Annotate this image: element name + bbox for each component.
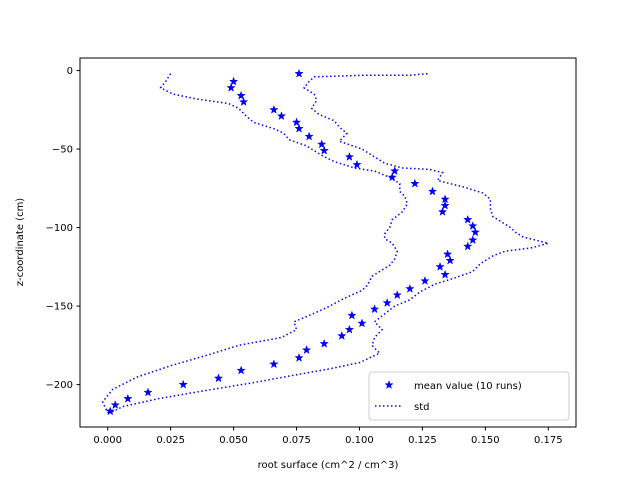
legend-label-mean: mean value (10 runs): [414, 381, 522, 392]
mean-point: [369, 304, 380, 314]
axes-frame: [79, 57, 577, 428]
legend-marker-mean: [384, 380, 394, 390]
mean-point: [445, 255, 455, 265]
mean-point: [105, 406, 115, 416]
mean-point: [392, 290, 402, 300]
mean-point: [463, 214, 473, 224]
mean-point: [178, 379, 188, 389]
legend-star-icon: [384, 380, 394, 390]
mean-point: [110, 400, 120, 410]
mean-point: [238, 97, 249, 106]
y-axis-title: z-coordinate (cm): [15, 198, 26, 287]
legend-box: [368, 371, 570, 421]
mean-point: [347, 310, 357, 320]
mean-point: [387, 172, 397, 182]
mean-point: [410, 178, 420, 188]
mean-point: [468, 235, 478, 245]
mean-point: [344, 151, 355, 161]
mean-point: [269, 359, 279, 369]
x-tick-label: 0.050: [219, 435, 248, 446]
x-tick-label: 0.100: [345, 435, 374, 446]
x-tick-label: 0.150: [471, 435, 500, 446]
mean-point: [294, 68, 304, 78]
y-tick-label: 0: [67, 66, 73, 77]
mean-point: [213, 373, 224, 383]
mean-point: [236, 365, 246, 375]
mean-point: [291, 117, 302, 127]
x-tick-label: 0.175: [534, 435, 563, 446]
mean-point: [294, 123, 304, 133]
mean-point: [228, 76, 239, 86]
y-axis: 0 −50 −100 −150 −200: [46, 66, 80, 391]
plot-area: [101, 68, 552, 416]
legend: mean value (10 runs) std: [368, 371, 570, 421]
mean-point: [405, 283, 415, 293]
x-axis-title: root surface (cm^2 / cm^3): [258, 460, 399, 471]
mean-point: [437, 206, 448, 216]
mean-point: [440, 269, 450, 279]
mean-point: [276, 111, 287, 121]
mean-point: [420, 276, 430, 285]
x-tick-label: 0.000: [93, 435, 122, 446]
y-tick-label: −150: [46, 302, 73, 313]
mean-point: [427, 186, 438, 196]
mean-point: [269, 104, 279, 114]
mean-point: [316, 139, 327, 149]
mean-point: [319, 338, 329, 348]
mean-point: [304, 131, 314, 141]
mean-point: [463, 241, 473, 251]
mean-point: [337, 330, 347, 340]
mean-point: [352, 159, 362, 169]
std-line: [101, 73, 409, 414]
mean-point: [226, 82, 236, 92]
y-tick-label: −100: [46, 223, 73, 234]
mean-point: [123, 393, 133, 403]
y-tick-label: −200: [46, 380, 73, 391]
mean-point: [294, 352, 304, 362]
mean-point: [440, 200, 450, 210]
mean-point: [435, 261, 445, 271]
mean-point: [344, 324, 355, 334]
mean-point: [442, 249, 453, 259]
x-axis: 0.000 0.025 0.050 0.075 0.100 0.125 0.150 0.175: [93, 427, 563, 446]
legend-label-std: std: [414, 402, 429, 413]
mean-point: [468, 221, 478, 231]
mean-point: [301, 345, 312, 355]
mean-point: [236, 90, 246, 100]
mean-point: [382, 297, 392, 307]
y-tick-label: −50: [52, 145, 73, 156]
mean-point: [470, 227, 480, 237]
mean-point: [319, 145, 329, 155]
mean-point: [390, 166, 400, 176]
x-tick-label: 0.125: [408, 435, 437, 446]
mean-point: [143, 387, 153, 397]
x-tick-label: 0.025: [156, 435, 185, 446]
x-tick-label: 0.075: [282, 435, 311, 446]
mean-point: [357, 318, 367, 328]
